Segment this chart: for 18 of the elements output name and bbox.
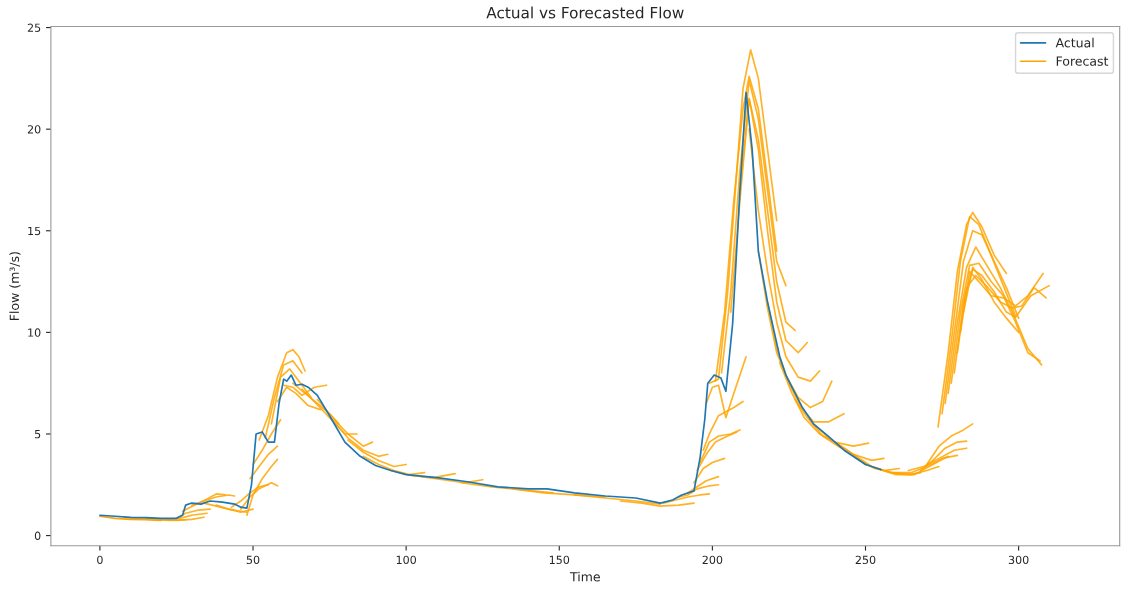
x-tick-label: 50 xyxy=(246,555,260,565)
y-tick-label: 15 xyxy=(28,226,41,236)
x-axis-title: Time xyxy=(569,571,600,582)
y-tick-label: 20 xyxy=(27,125,41,134)
x-tick-label: 300 xyxy=(1008,555,1029,565)
y-tick-label: 0 xyxy=(34,531,41,540)
x-tick-label: 100 xyxy=(396,555,417,565)
y-tick-label: 5 xyxy=(34,430,41,439)
x-tick-label: 0 xyxy=(97,555,103,565)
legend-label: Actual xyxy=(1055,37,1094,48)
legend-label: Forecast xyxy=(1056,56,1109,66)
y-tick-label: 25 xyxy=(27,23,41,32)
x-tick-label: 250 xyxy=(855,555,876,565)
y-axis-title: Flow (m³/s) xyxy=(9,252,21,321)
y-tick-label: 10 xyxy=(28,328,41,337)
x-tick-label: 150 xyxy=(549,555,570,565)
chart-title: Actual vs Forecasted Flow xyxy=(486,6,684,19)
x-tick-label: 200 xyxy=(702,555,723,565)
